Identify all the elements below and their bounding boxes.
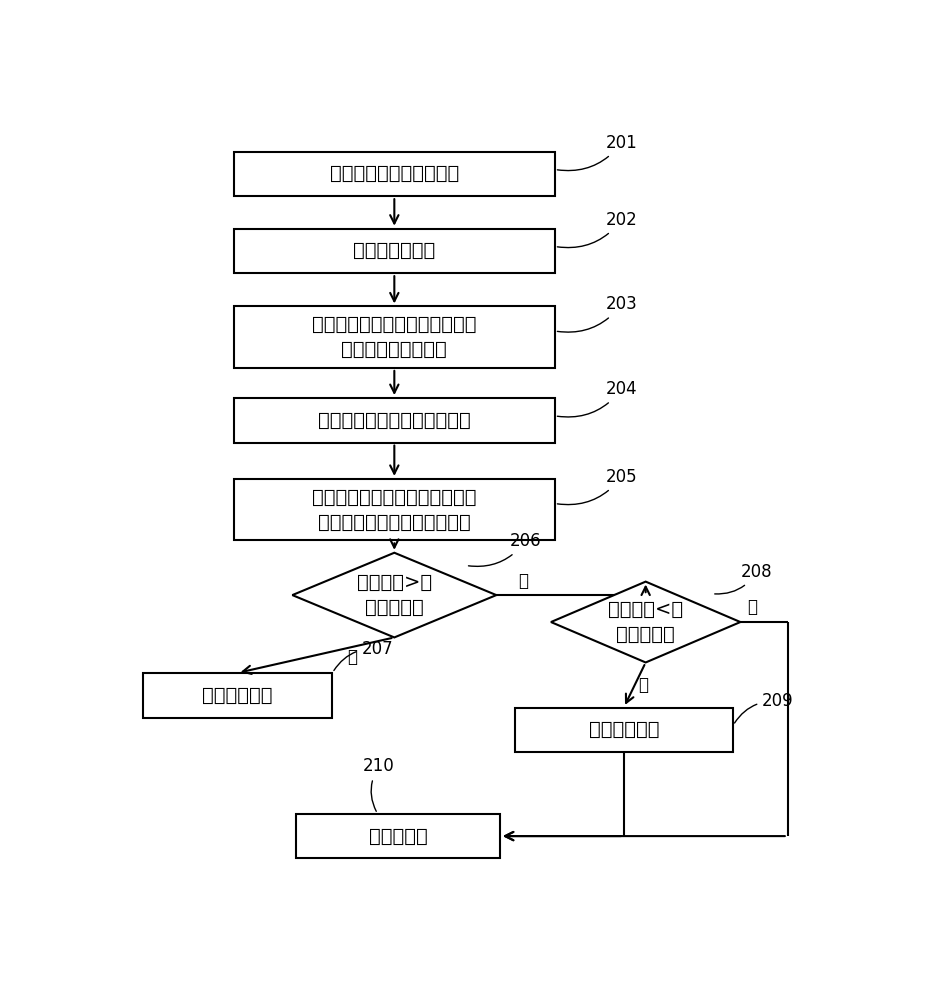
- Text: 201: 201: [557, 134, 637, 171]
- Bar: [234, 229, 555, 273]
- Bar: [143, 673, 333, 718]
- Text: 206: 206: [468, 532, 541, 566]
- Text: 是: 是: [638, 676, 649, 694]
- Text: 提示降挡信息: 提示降挡信息: [588, 720, 659, 739]
- Text: 计算当前挡位值: 计算当前挡位值: [353, 241, 435, 260]
- Bar: [234, 306, 555, 368]
- Text: 209: 209: [734, 692, 794, 723]
- Text: 210: 210: [363, 757, 395, 811]
- Polygon shape: [292, 553, 496, 637]
- Bar: [514, 708, 733, 752]
- Text: 203: 203: [557, 295, 637, 332]
- Text: 204: 204: [557, 380, 637, 417]
- Text: 对修正后的升挡目标车速和降挡
目标车速进行安全性频度校正: 对修正后的升挡目标车速和降挡 目标车速进行安全性频度校正: [312, 488, 477, 532]
- Text: 对升挡目标车速进行修正处理: 对升挡目标车速进行修正处理: [318, 411, 471, 430]
- Text: 当前车速>升
挡目标车速: 当前车速>升 挡目标车速: [357, 573, 431, 617]
- Text: 否: 否: [747, 598, 758, 616]
- Bar: [234, 479, 555, 540]
- Bar: [234, 398, 555, 443]
- Text: 否: 否: [518, 572, 528, 590]
- Text: 当前车速<降
挡目标车速: 当前车速<降 挡目标车速: [608, 600, 683, 644]
- Polygon shape: [551, 582, 741, 662]
- Bar: [234, 152, 555, 196]
- Text: 不进行提示: 不进行提示: [368, 827, 428, 846]
- Bar: [296, 814, 500, 858]
- Text: 205: 205: [557, 468, 637, 505]
- Text: 208: 208: [714, 563, 773, 594]
- Text: 获取混合动力车运行参数: 获取混合动力车运行参数: [330, 164, 459, 183]
- Text: 207: 207: [334, 640, 393, 671]
- Text: 是: 是: [347, 648, 357, 666]
- Text: 确定当前挡位值对应的升挡目标
车速与降挡目标车速: 确定当前挡位值对应的升挡目标 车速与降挡目标车速: [312, 315, 477, 359]
- Text: 提示升挡信息: 提示升挡信息: [202, 686, 273, 705]
- Text: 202: 202: [557, 211, 637, 248]
